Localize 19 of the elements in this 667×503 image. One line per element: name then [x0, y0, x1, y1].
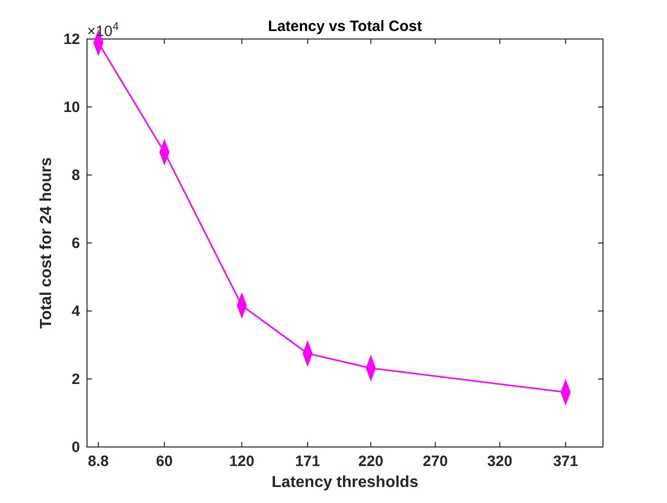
x-tick-label: 171 [295, 453, 320, 470]
x-tick-label: 371 [553, 453, 578, 470]
x-tick-label: 320 [487, 453, 512, 470]
x-tick-label: 8.8 [88, 453, 109, 470]
y-tick-label: 4 [72, 303, 81, 320]
x-tick-label: 120 [229, 453, 254, 470]
x-tick-label: 60 [156, 453, 173, 470]
x-tick-label: 220 [358, 453, 384, 470]
y-tick-label: 0 [72, 439, 80, 456]
chart-title: Latency vs Total Cost [268, 18, 422, 35]
y-tick-label: 2 [72, 371, 80, 388]
y-tick-label: 8 [72, 167, 80, 184]
annotation: ×10$^{4}$ [87, 21, 119, 40]
x-axis-title: Latency thresholds [272, 474, 418, 491]
y-tick-label: 12 [63, 31, 80, 48]
x-tick-label: 270 [422, 453, 448, 470]
y-axis-title: Total cost for 24 hours [38, 157, 55, 329]
y-tick-label: 6 [72, 235, 80, 252]
y-tick-label: 10 [63, 99, 80, 116]
